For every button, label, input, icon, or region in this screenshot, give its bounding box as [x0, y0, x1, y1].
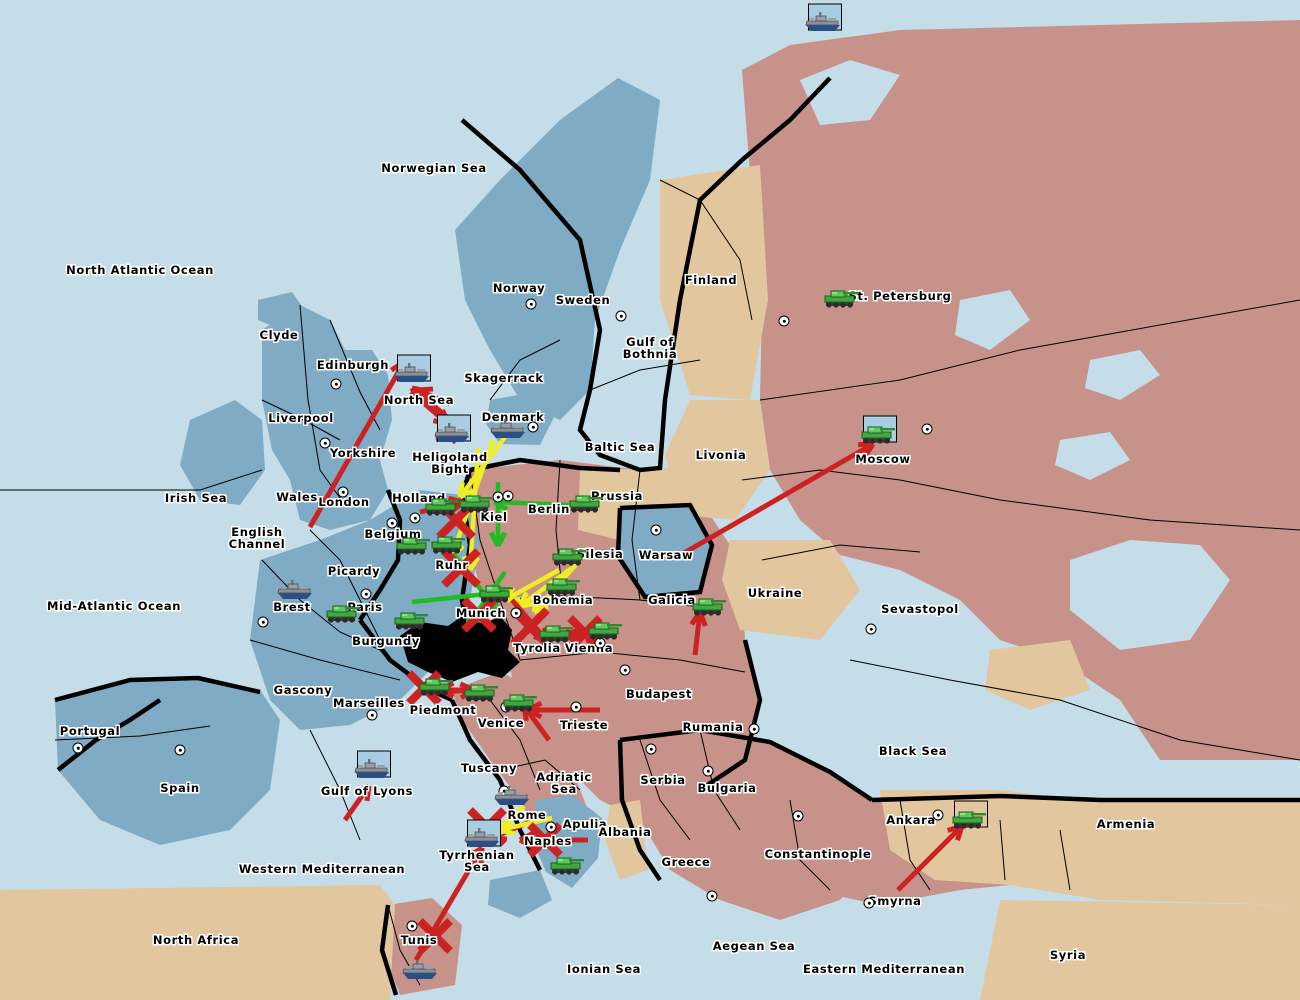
supply-center-icon[interactable] — [409, 512, 421, 524]
supply-center-icon[interactable] — [645, 743, 657, 755]
fleet-unit-icon[interactable] — [489, 418, 527, 444]
bounce-x-marker — [441, 548, 481, 588]
army-unit-icon[interactable] — [395, 534, 431, 560]
order-arrow-move — [896, 823, 965, 892]
supply-center-icon[interactable] — [921, 423, 933, 435]
supply-center-icon[interactable] — [360, 588, 372, 600]
supply-center-icon[interactable] — [748, 723, 760, 735]
army-unit-icon[interactable] — [691, 595, 727, 621]
supply-center-icon[interactable] — [337, 486, 349, 498]
order-arrow-move — [526, 700, 600, 720]
rose-power-territories — [382, 20, 1300, 995]
army-unit-icon[interactable] — [478, 582, 514, 608]
supply-center-icon[interactable] — [865, 623, 877, 635]
fleet-unit-icon[interactable] — [804, 11, 842, 37]
fleet-unit-icon[interactable] — [401, 959, 439, 985]
fleet-unit-icon[interactable] — [393, 362, 431, 388]
army-unit-icon[interactable] — [549, 854, 585, 880]
army-unit-icon[interactable] — [430, 533, 466, 559]
army-unit-icon[interactable] — [458, 492, 494, 518]
fleet-unit-icon[interactable] — [433, 422, 471, 448]
order-arrow-move — [342, 783, 372, 822]
supply-center-icon[interactable] — [72, 742, 84, 754]
army-unit-icon[interactable] — [587, 619, 623, 645]
army-unit-icon[interactable] — [393, 609, 429, 635]
army-unit-icon[interactable] — [545, 575, 581, 601]
fleet-unit-icon[interactable] — [353, 758, 391, 784]
supply-center-icon[interactable] — [778, 315, 790, 327]
neutral-territories — [0, 165, 1300, 1000]
supply-center-icon[interactable] — [792, 810, 804, 822]
supply-center-icon[interactable] — [366, 709, 378, 721]
supply-center-icon[interactable] — [330, 378, 342, 390]
supply-center-icon[interactable] — [650, 524, 662, 536]
supply-center-icon[interactable] — [570, 701, 582, 713]
supply-center-icon[interactable] — [702, 765, 714, 777]
army-unit-icon[interactable] — [568, 492, 604, 518]
supply-center-icon[interactable] — [406, 920, 418, 932]
supply-center-icon[interactable] — [257, 616, 269, 628]
army-unit-icon[interactable] — [502, 691, 538, 717]
army-unit-icon[interactable] — [538, 622, 574, 648]
fleet-unit-icon[interactable] — [493, 785, 531, 811]
supply-center-icon[interactable] — [527, 421, 539, 433]
army-unit-icon[interactable] — [823, 287, 859, 313]
army-unit-icon[interactable] — [424, 495, 460, 521]
supply-center-icon[interactable] — [545, 821, 557, 833]
order-arrow-move — [416, 386, 452, 407]
supply-center-icon[interactable] — [863, 897, 875, 909]
fleet-unit-icon[interactable] — [276, 579, 314, 605]
supply-center-icon[interactable] — [615, 310, 627, 322]
fleet-unit-icon[interactable] — [463, 827, 501, 853]
supply-center-icon[interactable] — [619, 664, 631, 676]
order-arrow-move — [518, 830, 588, 850]
order-arrow-convoy — [517, 566, 574, 609]
army-unit-icon[interactable] — [463, 681, 499, 707]
supply-center-icon[interactable] — [706, 890, 718, 902]
supply-center-icon[interactable] — [510, 607, 522, 619]
supply-center-icon[interactable] — [174, 744, 186, 756]
army-unit-icon[interactable] — [325, 602, 361, 628]
bounce-x-marker — [417, 918, 453, 954]
switzerland-impassable — [400, 616, 520, 682]
army-unit-icon[interactable] — [951, 808, 987, 834]
supply-center-icon[interactable] — [386, 517, 398, 529]
bounce-x-marker — [461, 597, 497, 633]
supply-center-icon[interactable] — [319, 437, 331, 449]
supply-center-icon[interactable] — [502, 490, 514, 502]
army-unit-icon[interactable] — [418, 675, 454, 701]
supply-center-icon[interactable] — [932, 809, 944, 821]
supply-center-icon[interactable] — [525, 298, 537, 310]
army-unit-icon[interactable] — [860, 423, 896, 449]
army-unit-icon[interactable] — [551, 545, 587, 571]
order-arrow-convoy — [498, 815, 553, 837]
order-arrow-move — [682, 441, 876, 556]
